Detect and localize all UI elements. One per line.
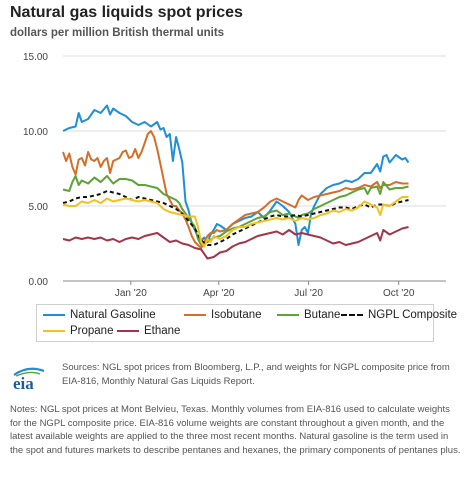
x-tick-label: Oct '20 (383, 288, 415, 299)
series-lines (62, 104, 410, 260)
legend-swatch (117, 330, 139, 332)
x-tick-label: Jan '20 (115, 288, 147, 299)
y-tick-label: 10.00 (23, 127, 48, 138)
y-axis-ticks: 0.00 5.00 10.00 15.00 (23, 52, 48, 288)
legend-label: Ethane (144, 325, 181, 337)
x-axis-ticks: Jan '20 Apr '20 Jul '20 Oct '20 (115, 281, 415, 299)
eia-logo: eia (13, 367, 45, 393)
legend-swatch (43, 330, 65, 332)
legend-item: Ethane (117, 325, 180, 337)
legend-label: Butane (304, 309, 341, 321)
x-tick-label: Jul '20 (294, 288, 323, 299)
y-tick-label: 15.00 (23, 52, 48, 63)
legend-item: Butane (277, 309, 340, 321)
series-line-natural-gasoline (62, 104, 410, 246)
legend-item: Isobutane (184, 309, 262, 321)
chart-legend: Natural Gasoline Isobutane Butane NGPL C… (36, 304, 457, 342)
legend-swatch (277, 314, 299, 316)
legend-item: NGPL Composite (341, 309, 457, 321)
y-tick-label: 5.00 (29, 202, 49, 213)
x-tick-label: Apr '20 (203, 288, 235, 299)
series-line-propane (62, 196, 409, 248)
line-chart: 0.00 5.00 10.00 15.00 Jan '20 Apr '20 Jul '20… (23, 52, 446, 299)
sources-note: Sources: NGL spot prices from Bloomberg,… (62, 362, 450, 387)
series-line-ngpl-composite (62, 190, 409, 246)
legend-swatch (43, 314, 65, 316)
chart-title: Natural gas liquids spot prices (10, 4, 243, 21)
legend-label: Natural Gasoline (70, 309, 156, 321)
legend-label: NGPL Composite (368, 309, 458, 321)
legend-swatch (184, 314, 206, 316)
legend-item: Natural Gasoline (43, 309, 156, 321)
notes-text: Notes: NGL spot prices at Mont Belvieu, … (10, 404, 461, 456)
legend-item: Propane (43, 325, 113, 337)
chart-subtitle: dollars per million British thermal unit… (10, 27, 225, 39)
legend-label: Isobutane (211, 309, 262, 321)
series-line-butane (62, 175, 409, 246)
legend-label: Propane (70, 325, 114, 337)
eia-logo-text: eia (13, 374, 34, 393)
series-line-ethane (62, 226, 409, 260)
y-tick-label: 0.00 (29, 277, 49, 288)
series-line-isobutane (62, 130, 409, 249)
legend-swatch (341, 314, 363, 316)
gridlines (63, 55, 446, 282)
